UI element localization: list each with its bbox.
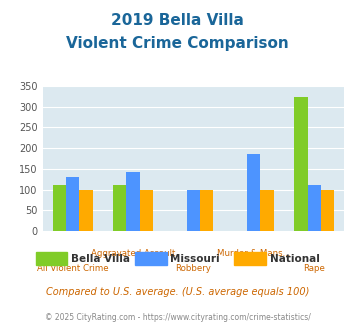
Bar (140, 189, 153, 231)
Bar (53, 185, 66, 231)
Text: Aggravated Assault: Aggravated Assault (91, 249, 175, 258)
Text: National: National (270, 254, 320, 264)
Text: All Violent Crime: All Violent Crime (37, 264, 109, 273)
Bar (261, 189, 274, 231)
Bar (126, 172, 140, 231)
Text: Rape: Rape (303, 264, 325, 273)
Text: Missouri: Missouri (170, 254, 220, 264)
Bar (321, 189, 334, 231)
Text: Compared to U.S. average. (U.S. average equals 100): Compared to U.S. average. (U.S. average … (46, 287, 309, 297)
Bar (80, 189, 93, 231)
Text: Violent Crime Comparison: Violent Crime Comparison (66, 36, 289, 51)
Bar (247, 154, 261, 231)
Bar (66, 177, 80, 231)
Text: © 2025 CityRating.com - https://www.cityrating.com/crime-statistics/: © 2025 CityRating.com - https://www.city… (45, 314, 310, 322)
Text: Bella Villa: Bella Villa (71, 254, 130, 264)
Bar (294, 97, 307, 231)
Bar (187, 189, 200, 231)
Text: 2019 Bella Villa: 2019 Bella Villa (111, 13, 244, 28)
Text: Murder & Mans...: Murder & Mans... (217, 249, 291, 258)
Bar (113, 185, 126, 231)
Bar (200, 189, 213, 231)
Text: Robbery: Robbery (175, 264, 212, 273)
Bar (307, 184, 321, 231)
